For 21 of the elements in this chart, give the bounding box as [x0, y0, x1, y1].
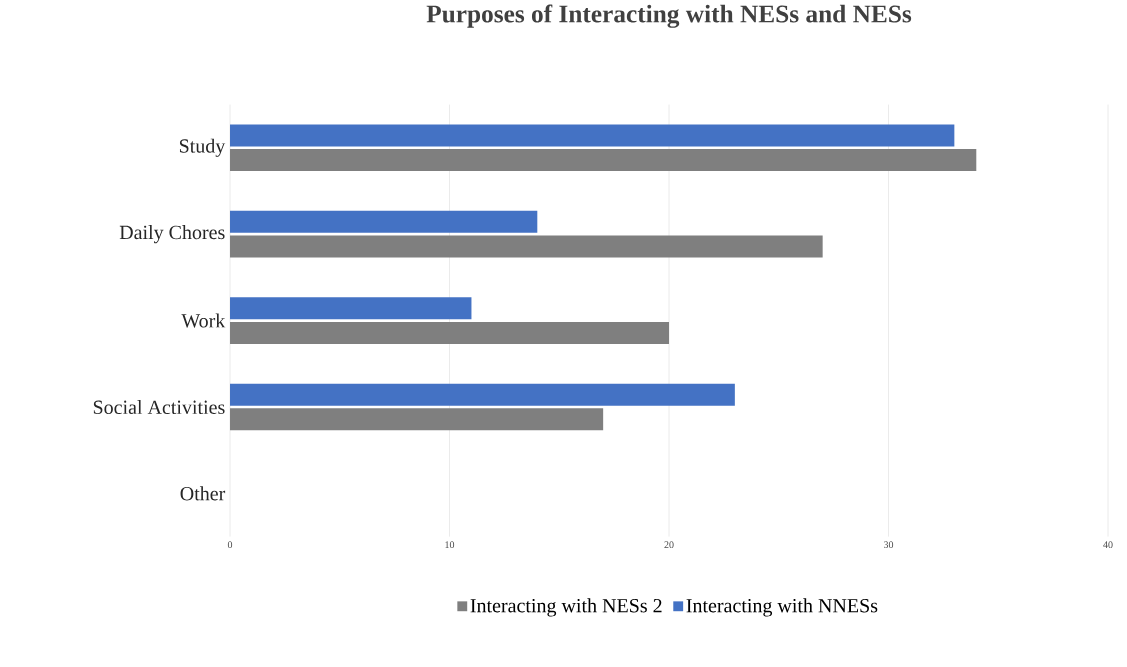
legend-label: Interacting with NESs 2	[470, 598, 662, 617]
bar	[230, 383, 735, 406]
x-tick-label: 20	[664, 541, 674, 549]
bar	[230, 322, 670, 345]
bar	[230, 408, 604, 431]
x-tick-label: 0	[227, 541, 233, 549]
y-tick-label: Study	[179, 138, 226, 158]
bar	[230, 211, 538, 234]
x-tick-label: 30	[883, 541, 894, 549]
chart-title: Purposes of Interacting with NESs and NESs	[426, 4, 912, 29]
x-tick-label: 40	[1103, 541, 1113, 549]
legend-label: Interacting with NNESs	[686, 598, 878, 617]
y-tick-label: Social Activities	[93, 400, 225, 415]
y-tick-label: Work	[181, 313, 226, 328]
y-tick-label: Daily Chores	[119, 225, 225, 244]
y-tick-label: Other	[180, 486, 226, 501]
bar	[230, 297, 472, 320]
bar	[230, 124, 955, 147]
bar	[230, 235, 823, 258]
x-tick-label: 10	[445, 541, 455, 549]
bar	[230, 149, 977, 172]
